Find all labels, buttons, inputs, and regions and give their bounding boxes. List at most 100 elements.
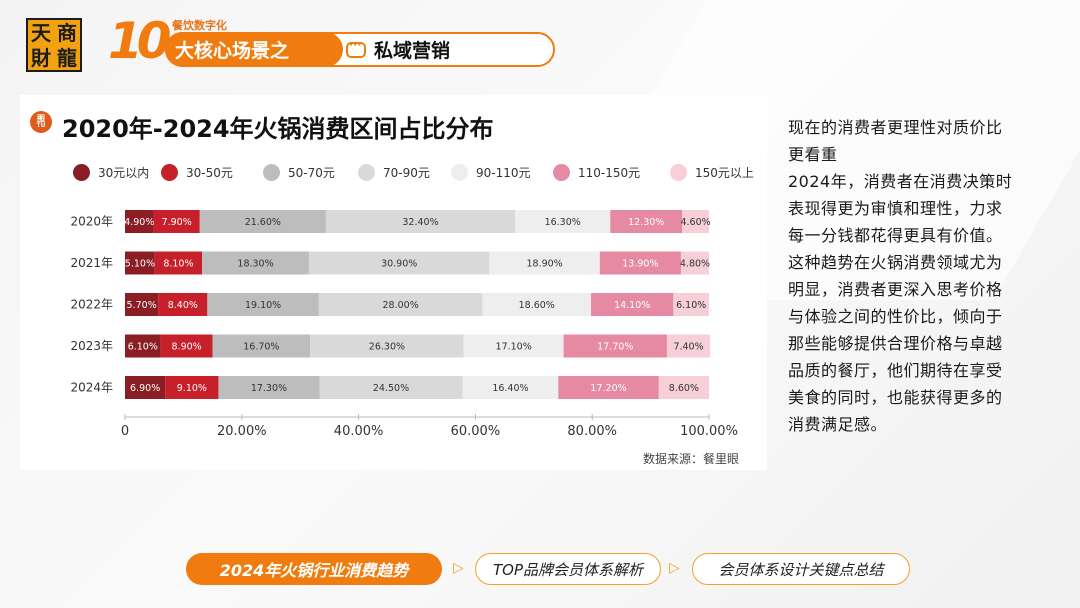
data-source: 数据来源：餐里眼 xyxy=(642,452,739,466)
nav-tab-membership-design[interactable]: 会员体系设计关键点总结 xyxy=(692,553,910,585)
legend-swatch xyxy=(670,164,687,181)
bar-segment xyxy=(125,210,154,233)
data-label: 16.40% xyxy=(492,383,528,394)
data-label: 19.10% xyxy=(245,300,281,311)
header-sub-label: 餐饮数字化 xyxy=(172,19,227,32)
arrow-icon: ▷ xyxy=(453,560,464,576)
legend-label: 30-50元 xyxy=(186,166,233,180)
data-label: 14.10% xyxy=(614,300,650,311)
x-tick-label: 0 xyxy=(121,424,129,439)
header-number: 10 xyxy=(108,12,172,70)
data-label: 17.70% xyxy=(597,342,633,353)
data-label: 16.30% xyxy=(545,217,581,228)
chart-card: 图 TU 2020年-2024年火锅消费区间占比分布 30元以内 30-50元 50… xyxy=(20,95,767,470)
description-line: 更看重 xyxy=(788,145,838,164)
bar-segment xyxy=(310,334,464,358)
data-label: 6.90% xyxy=(130,383,160,394)
logo-char: 商 xyxy=(57,20,77,45)
data-label: 21.60% xyxy=(245,217,281,228)
bar-segment xyxy=(199,210,326,233)
data-label: 4.80% xyxy=(680,259,710,270)
bar-segment xyxy=(212,334,311,358)
description-line: 与体验之间的性价比，倾向于 xyxy=(788,307,1003,326)
data-label: 6.10% xyxy=(128,342,158,353)
bar-segment xyxy=(308,251,490,275)
legend-label: 150元以上 xyxy=(695,166,754,180)
chat-icon xyxy=(346,38,366,58)
data-label: 6.10% xyxy=(676,300,706,311)
bar-segment xyxy=(319,376,463,399)
bar-segment xyxy=(666,334,711,358)
bar-segment xyxy=(165,376,219,399)
stacked-bar-chart: 2020年 4.90% 7.90% 21.60% 32.40% 16.30% 12.30% 4… xyxy=(70,210,738,439)
chart-badge-top: 图 xyxy=(37,113,45,123)
bar-segment xyxy=(673,293,709,316)
header-title-right-text: 私域营销 xyxy=(374,40,451,62)
bar-segment xyxy=(318,293,483,316)
description-text: 现在的消费者更理性对质价比 更看重 2024年，消费者在消费决策时 表现得更为审慎和理… xyxy=(788,114,1058,438)
bar-segment xyxy=(207,293,319,316)
bar-segment xyxy=(658,376,709,399)
bar-segment xyxy=(489,251,600,275)
data-label: 4.90% xyxy=(124,217,154,228)
data-label: 18.60% xyxy=(519,300,555,311)
description-line: 那些能够提供合理价格与卓越 xyxy=(788,334,1003,353)
x-tick-label: 80.00% xyxy=(567,424,617,439)
data-label: 7.90% xyxy=(162,217,192,228)
legend-label: 90-110元 xyxy=(476,166,531,180)
data-label: 8.40% xyxy=(168,300,198,311)
nav-tab-consumption-trend[interactable]: 2024年火锅行业消费趋势 xyxy=(186,553,442,585)
legend-item: 50-70元 xyxy=(263,164,335,181)
legend-label: 30元以内 xyxy=(98,166,150,180)
legend-item: 110-150元 xyxy=(553,164,640,181)
legend-label: 110-150元 xyxy=(578,166,641,180)
data-label: 5.10% xyxy=(125,259,155,270)
data-label: 7.40% xyxy=(673,342,703,353)
legend-item: 90-110元 xyxy=(451,164,531,181)
nav-tab-label: 2024年火锅行业消费趋势 xyxy=(219,561,409,580)
description-line: 明显，消费者更深入思考价格 xyxy=(788,280,1003,299)
legend-swatch xyxy=(553,164,570,181)
bar-segment xyxy=(599,251,681,275)
data-label: 8.60% xyxy=(669,383,699,394)
legend-item: 30-50元 xyxy=(161,164,233,181)
bar-segment xyxy=(325,210,516,233)
description-line: 现在的消费者更理性对质价比 xyxy=(788,118,1003,137)
data-label: 16.70% xyxy=(243,342,279,353)
bar-segment xyxy=(563,334,667,358)
x-tick-label: 100.00% xyxy=(680,424,738,439)
bar-segment xyxy=(125,251,155,275)
description-line: 品质的餐厅，他们期待在享受 xyxy=(788,361,1003,380)
data-label: 8.10% xyxy=(163,259,193,270)
bar-segment xyxy=(558,376,659,399)
data-label: 32.40% xyxy=(402,217,438,228)
description-line: 表现得更为审慎和理性，力求 xyxy=(788,199,1003,218)
legend-item: 150元以上 xyxy=(670,164,754,181)
data-label: 24.50% xyxy=(373,383,409,394)
nav-tab-brand-membership[interactable]: TOP品牌会员体系解析 xyxy=(475,553,661,585)
data-label: 17.10% xyxy=(496,342,532,353)
data-label: 28.00% xyxy=(383,300,419,311)
description-line: 这种趋势在火锅消费领域尤为 xyxy=(788,253,1003,272)
data-label: 13.90% xyxy=(622,259,658,270)
header-title-right: 私域营销 xyxy=(346,34,450,65)
data-label: 17.20% xyxy=(590,383,626,394)
description-line: 美食的同时，也能获得更多的 xyxy=(788,388,1003,407)
description-line: 2024年，消费者在消费决策时 xyxy=(788,172,1013,191)
data-label: 8.90% xyxy=(172,342,202,353)
chart-badge-icon: 图 TU xyxy=(30,111,52,133)
legend-swatch xyxy=(161,164,178,181)
bar-segment xyxy=(125,334,161,358)
chart-badge-bottom: TU xyxy=(36,122,46,130)
x-tick-label: 20.00% xyxy=(217,424,267,439)
bar-segment xyxy=(482,293,592,316)
legend-swatch xyxy=(263,164,280,181)
bar-segment xyxy=(591,293,674,316)
data-label: 4.60% xyxy=(680,217,710,228)
data-label: 18.30% xyxy=(237,259,273,270)
bar-segment xyxy=(462,376,559,399)
category-label: 2022年 xyxy=(70,298,113,312)
legend-label: 50-70元 xyxy=(288,166,335,180)
bar-segment xyxy=(463,334,564,358)
arrow-icon: ▷ xyxy=(669,560,680,576)
